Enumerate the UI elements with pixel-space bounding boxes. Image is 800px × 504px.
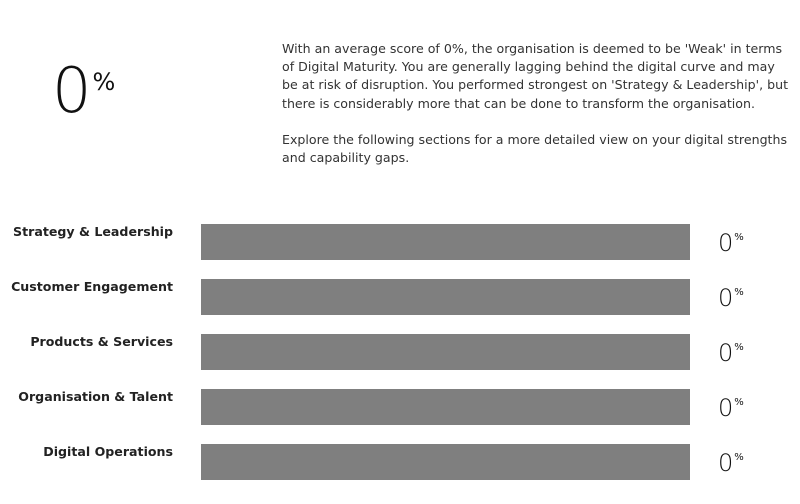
- category-label: Digital Operations: [43, 444, 173, 459]
- category-score: 0 %: [718, 449, 744, 477]
- category-row-products-services: Products & Services 0 %: [0, 332, 800, 387]
- category-score-unit: %: [734, 452, 744, 463]
- category-score: 0 %: [718, 339, 744, 367]
- category-score: 0 %: [718, 394, 744, 422]
- overall-score-value: 0: [52, 54, 92, 127]
- category-label: Customer Engagement: [11, 279, 173, 294]
- category-scores: Strategy & Leadership 0 % Customer Engag…: [0, 222, 800, 497]
- category-score-value: 0: [718, 394, 734, 422]
- category-row-organisation-talent: Organisation & Talent 0 %: [0, 387, 800, 442]
- summary-paragraph: Explore the following sections for a mor…: [282, 131, 788, 166]
- category-row-customer-engagement: Customer Engagement 0 %: [0, 277, 800, 332]
- category-score-bar: [201, 444, 690, 480]
- category-score-unit: %: [734, 287, 744, 298]
- category-row-strategy-leadership: Strategy & Leadership 0 %: [0, 222, 800, 277]
- category-score-value: 0: [718, 449, 734, 477]
- category-score-bar: [201, 389, 690, 425]
- overall-score-unit: %: [92, 68, 116, 96]
- category-score: 0 %: [718, 284, 744, 312]
- category-score-bar: [201, 224, 690, 260]
- category-label: Strategy & Leadership: [13, 224, 173, 239]
- summary-text: With an average score of 0%, the organis…: [282, 40, 792, 185]
- category-score-unit: %: [734, 232, 744, 243]
- category-label: Organisation & Talent: [18, 389, 173, 404]
- category-score-unit: %: [734, 342, 744, 353]
- category-label: Products & Services: [30, 334, 173, 349]
- category-score-value: 0: [718, 284, 734, 312]
- category-score-bar: [201, 279, 690, 315]
- category-score-value: 0: [718, 339, 734, 367]
- category-score-bar: [201, 334, 690, 370]
- summary-paragraph: With an average score of 0%, the organis…: [282, 41, 789, 111]
- category-score-value: 0: [718, 229, 734, 257]
- category-score: 0 %: [718, 229, 744, 257]
- overall-score: 0 %: [52, 56, 115, 126]
- category-score-unit: %: [734, 397, 744, 408]
- category-row-digital-operations: Digital Operations 0 %: [0, 442, 800, 497]
